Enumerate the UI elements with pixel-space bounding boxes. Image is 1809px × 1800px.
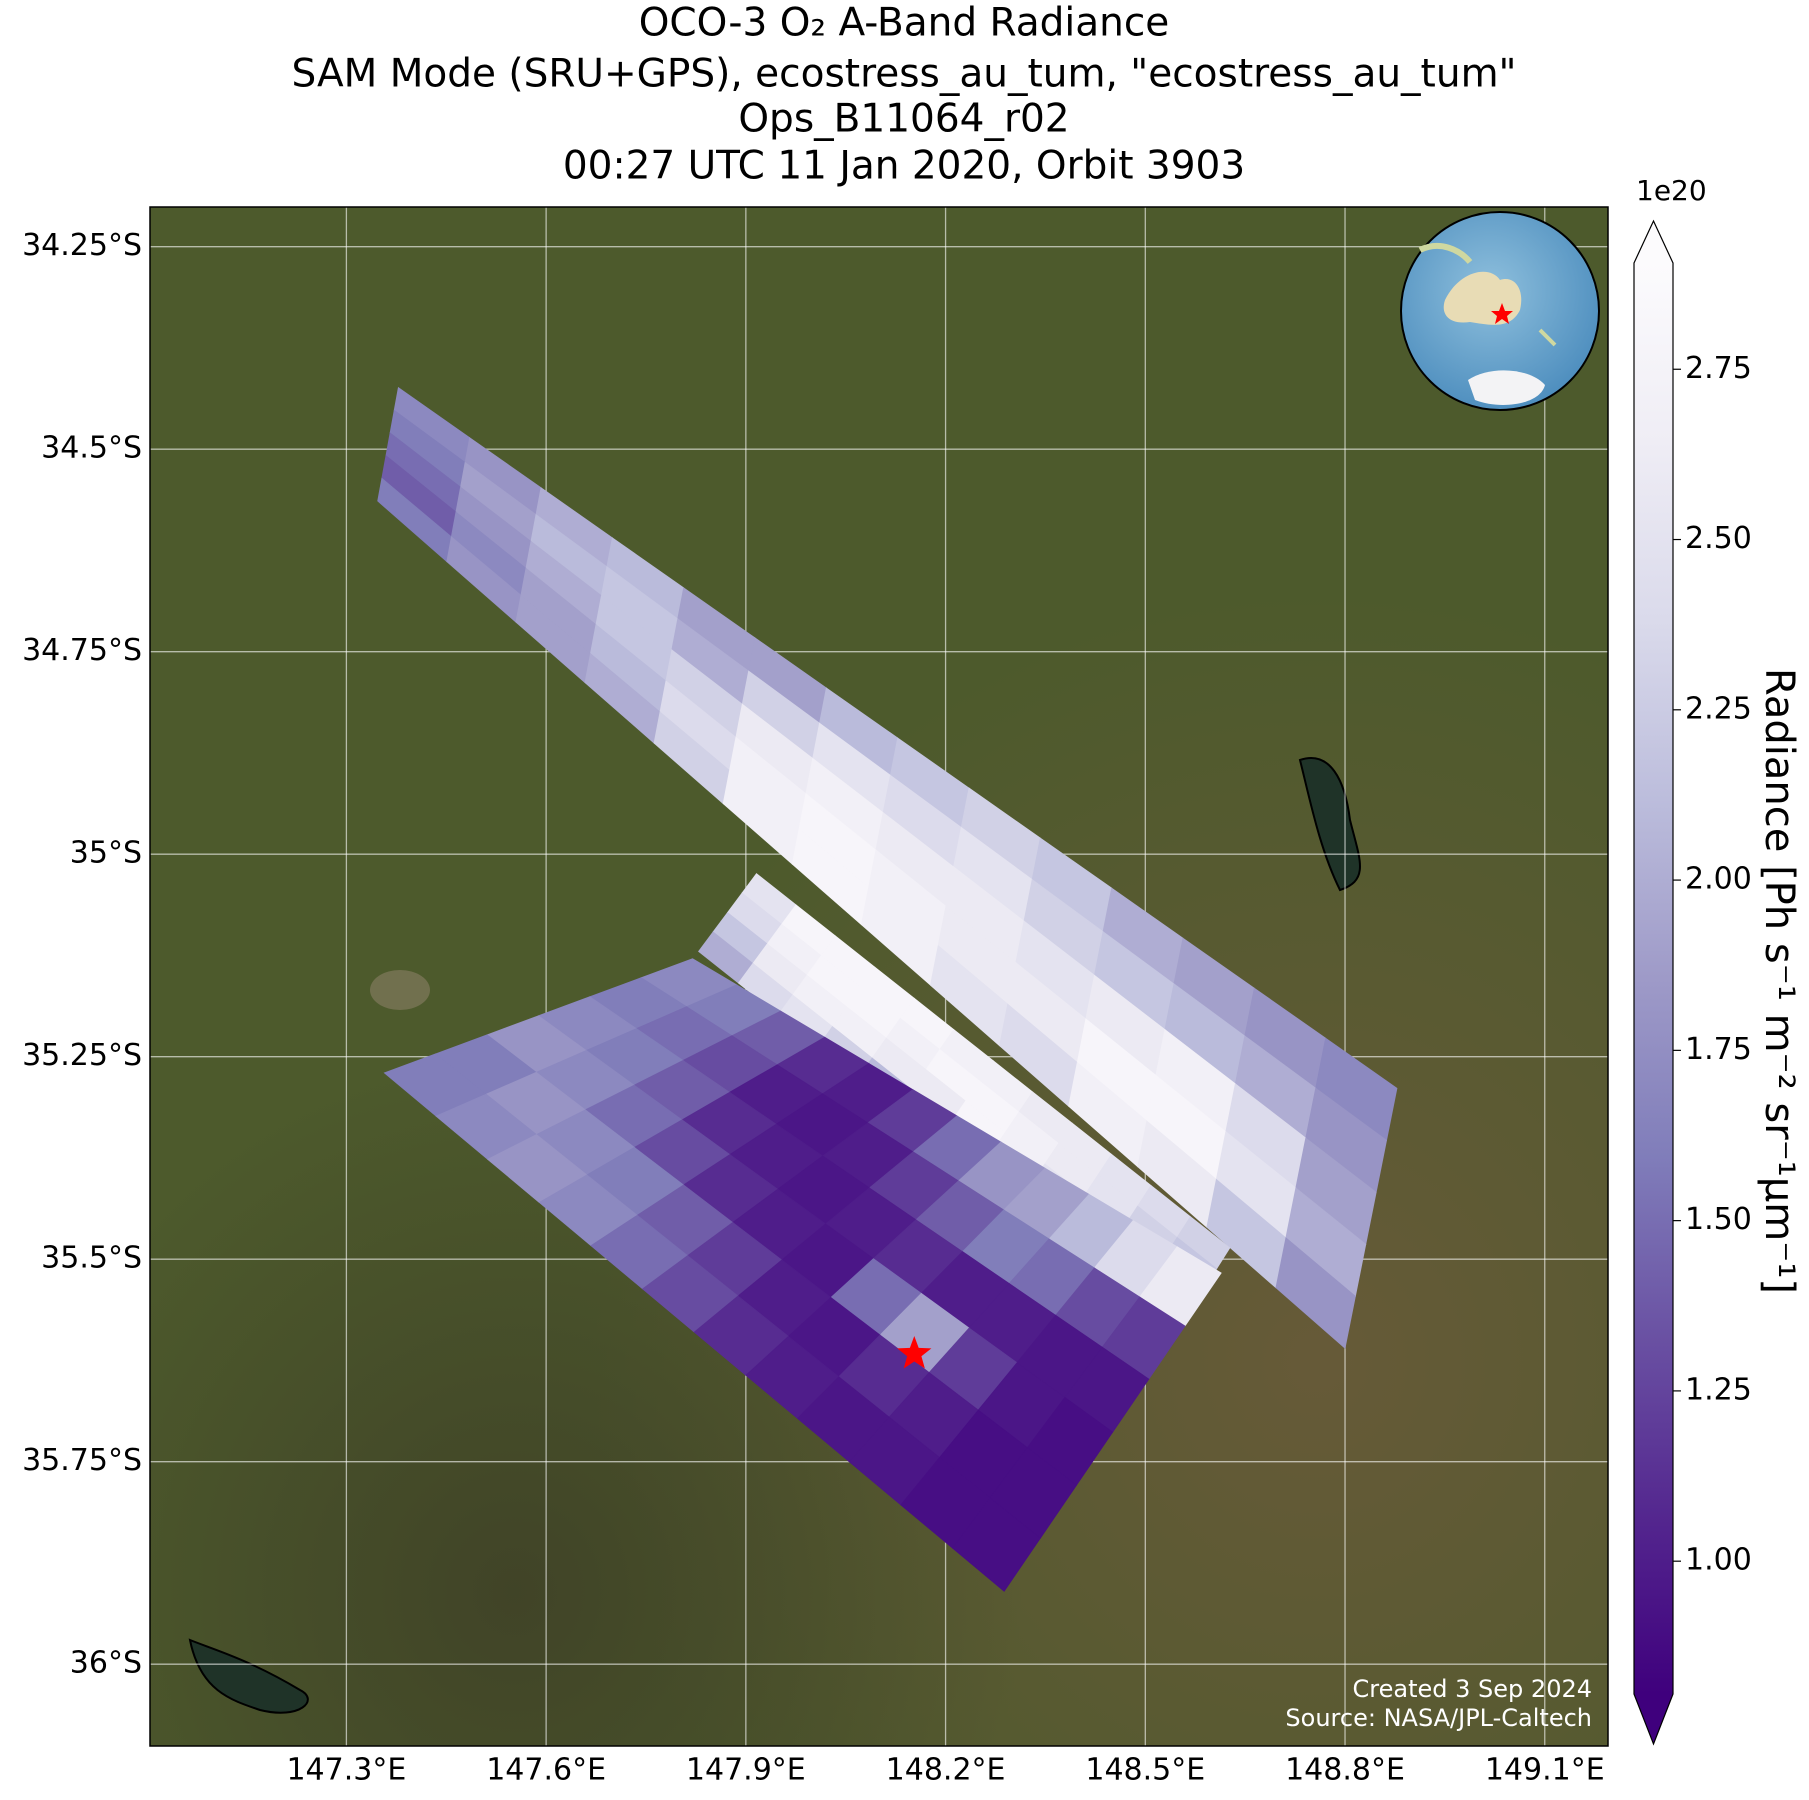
chart-title: 00:27 UTC 11 Jan 2020, Orbit 3903 bbox=[563, 144, 1245, 189]
x-tick-label: 147.9°E bbox=[686, 1753, 806, 1788]
swath bbox=[383, 958, 1222, 1592]
colorbar-tick-label: 1.00 bbox=[1685, 1543, 1752, 1578]
y-tick-label: 36°S bbox=[70, 1646, 142, 1681]
title-block: OCO-3 O₂ A-Band Radiance SAM Mode (SRU+GP… bbox=[292, 1, 1517, 189]
chart-title: OCO-3 O₂ A-Band Radiance bbox=[639, 1, 1170, 46]
target-marker bbox=[897, 1335, 932, 1369]
axes: 147.3°E 147.6°E 147.9°E 148.2°E 148.5°E 148.8… bbox=[22, 228, 1605, 1787]
colorbar-tick-label: 1.75 bbox=[1685, 1032, 1752, 1067]
y-tick-label: 34.25°S bbox=[22, 228, 142, 263]
y-tick-label: 34.75°S bbox=[22, 633, 142, 668]
colorbar: 1.00 1.25 1.50 1.75 2.00 2.25 2.50 2.75 1e20 Radi… bbox=[1633, 174, 1802, 1746]
credit-text: Source: NASA/JPL-Caltech bbox=[1285, 1704, 1592, 1732]
chart-title: Ops_B11064_r02 bbox=[738, 97, 1069, 142]
swath bbox=[377, 386, 1398, 1350]
colorbar-offset: 1e20 bbox=[1636, 174, 1707, 207]
colorbar-extend-max bbox=[1634, 221, 1673, 263]
credit-text: Created 3 Sep 2024 bbox=[1353, 1675, 1592, 1703]
colorbar-extend-min bbox=[1634, 1694, 1673, 1744]
colorbar-tick-label: 2.25 bbox=[1685, 691, 1752, 726]
map-frame bbox=[149, 206, 1609, 1747]
y-tick-label: 34.5°S bbox=[41, 431, 142, 466]
sounding-cell bbox=[1275, 1237, 1356, 1350]
colorbar-fill bbox=[1634, 263, 1673, 1694]
x-tick-label: 147.6°E bbox=[486, 1753, 606, 1788]
x-tick-label: 147.3°E bbox=[286, 1753, 406, 1788]
y-tick-label: 35.75°S bbox=[22, 1443, 142, 1478]
x-tick-label: 149.1°E bbox=[1485, 1753, 1605, 1788]
x-tick-label: 148.2°E bbox=[886, 1753, 1006, 1788]
colorbar-tick-label: 2.00 bbox=[1685, 862, 1752, 897]
islands bbox=[1538, 328, 1557, 347]
x-tick-label: 148.5°E bbox=[1085, 1753, 1205, 1788]
colorbar-tick-label: 1.50 bbox=[1685, 1202, 1752, 1237]
town bbox=[370, 970, 430, 1010]
chart-title: SAM Mode (SRU+GPS), ecostress_au_tum, "e… bbox=[292, 52, 1517, 97]
lake bbox=[188, 1638, 309, 1714]
colorbar-outline bbox=[1633, 219, 1674, 1746]
y-tick-label: 35.25°S bbox=[22, 1038, 142, 1073]
swaths bbox=[377, 386, 1398, 1592]
sounding-cell bbox=[951, 1497, 1041, 1592]
markers bbox=[897, 1335, 932, 1369]
antarctica bbox=[1468, 370, 1545, 405]
islands bbox=[1418, 242, 1473, 265]
colorbar-tick-label: 1.25 bbox=[1685, 1372, 1752, 1407]
colorbar-label: Radiance [Ph s⁻¹ m⁻² sr⁻¹μm⁻¹] bbox=[1756, 668, 1802, 1294]
y-tick-label: 35.5°S bbox=[41, 1241, 142, 1276]
y-tick-label: 35°S bbox=[70, 836, 142, 871]
x-tick-label: 148.8°E bbox=[1285, 1753, 1405, 1788]
inset-globe bbox=[1400, 211, 1600, 411]
colorbar-tick-label: 2.75 bbox=[1685, 351, 1752, 386]
inset-star bbox=[1491, 303, 1513, 324]
colorbar-tick-label: 2.50 bbox=[1685, 521, 1752, 556]
